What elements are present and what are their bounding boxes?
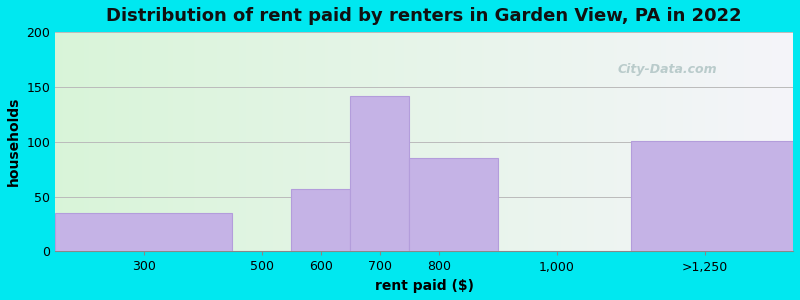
Text: City-Data.com: City-Data.com [618,63,718,76]
Y-axis label: households: households [7,97,21,187]
Title: Distribution of rent paid by renters in Garden View, PA in 2022: Distribution of rent paid by renters in … [106,7,742,25]
Bar [291,189,350,251]
Bar [410,158,498,251]
Bar [630,141,793,251]
X-axis label: rent paid ($): rent paid ($) [374,279,474,293]
Bar [55,213,232,251]
Bar [350,96,410,251]
